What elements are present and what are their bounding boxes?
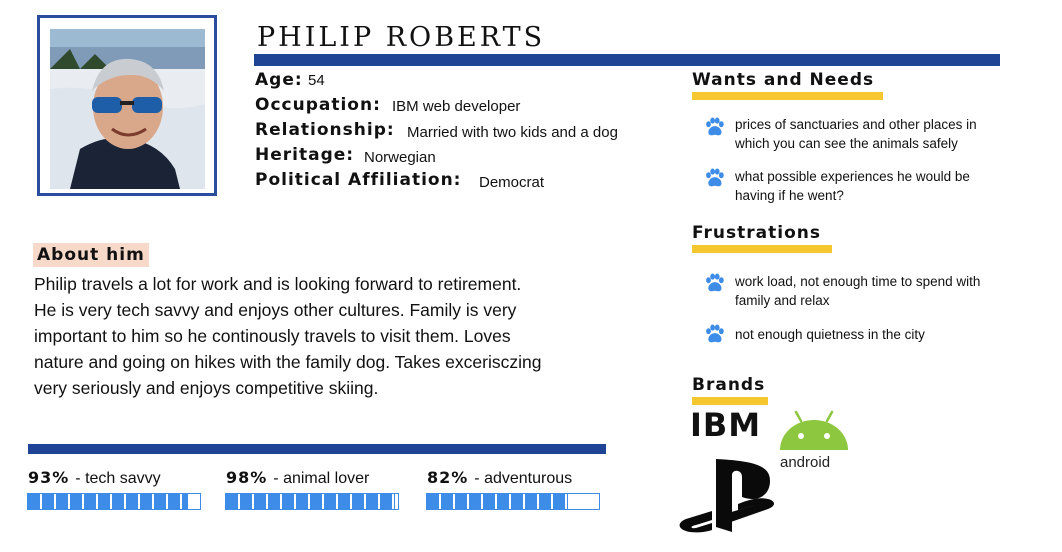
heritage-label: Heritage: [255,145,355,165]
paw-icon [706,117,724,136]
profile-photo-frame [37,15,217,196]
profile-photo [50,29,205,189]
political-value: Democrat [479,174,545,191]
about-heading: About him [33,243,149,267]
playstation-logo [679,459,774,533]
wants-underline [692,92,883,100]
wants-item-line: having if he went? [735,187,844,203]
wants-item: what possible experiences he would be ha… [735,168,1005,205]
skill-progress-bar [27,493,201,510]
about-line: Philip travels a lot for work and is loo… [34,274,522,294]
skill-animal-lover: 98% - animal lover [225,468,399,510]
wants-item-line: what possible experiences he would be [735,169,970,184]
skill-percent: 82% [427,468,469,487]
frustrations-item-line: work load, not enough time to spend with [735,274,981,289]
frustrations-item-line: not enough quietness in the city [735,327,925,342]
about-body: Philip travels a lot for work and is loo… [34,271,594,401]
name-underline [254,54,1000,66]
relationship-value: Married with two kids and a dog [407,124,618,141]
android-logo [780,410,848,450]
skill-progress-fill [427,494,569,509]
skill-progress-bar [426,493,600,510]
wants-item-line: which you can see the animals safely [735,135,958,151]
skill-label: - adventurous [474,470,573,487]
age-value: 54 [308,72,325,89]
skill-label: - animal lover [273,470,370,487]
paw-icon [706,168,724,187]
wants-item-line: prices of sanctuaries and other places i… [735,117,977,132]
wants-item: prices of sanctuaries and other places i… [735,116,1005,153]
skill-percent: 98% [226,468,268,487]
ibm-logo: IBM [690,406,761,448]
skill-tech-savvy: 93% - tech savvy [27,468,201,510]
android-label: android [780,454,831,471]
relationship-label: Relationship: [255,120,395,140]
skills-divider [28,444,606,454]
occupation-label: Occupation: [255,95,381,115]
skill-label: - tech savvy [75,470,161,487]
wants-title: Wants and Needs [692,70,875,90]
frustrations-title: Frustrations [692,223,821,243]
skill-progress-fill [226,494,395,509]
skill-percent: 93% [28,468,70,487]
political-label: Political Affiliation: [255,170,462,190]
paw-icon [706,273,724,292]
skill-progress-fill [28,494,188,509]
about-line: important to him so he continously trave… [34,326,511,346]
frustrations-underline [692,245,832,253]
about-line: nature and going on hikes with the famil… [34,352,542,372]
paw-icon [706,324,724,343]
age-label: Age: [255,70,303,90]
brands-underline [692,397,768,405]
ibm-logo-text: IBM [690,406,762,444]
brands-title: Brands [692,375,766,395]
heritage-value: Norwegian [364,149,436,166]
about-line: very seriously and enjoys competitive sk… [34,378,379,398]
frustrations-item: work load, not enough time to spend with… [735,273,1005,310]
about-line: He is very tech savvy and enjoys other c… [34,300,517,320]
skill-progress-bar [225,493,399,510]
frustrations-item: not enough quietness in the city [735,326,1005,345]
skill-adventurous: 82% - adventurous [426,468,600,510]
occupation-value: IBM web developer [392,98,521,115]
persona-name: PHILIP ROBERTS [257,22,546,53]
frustrations-item-line: family and relax [735,292,830,308]
